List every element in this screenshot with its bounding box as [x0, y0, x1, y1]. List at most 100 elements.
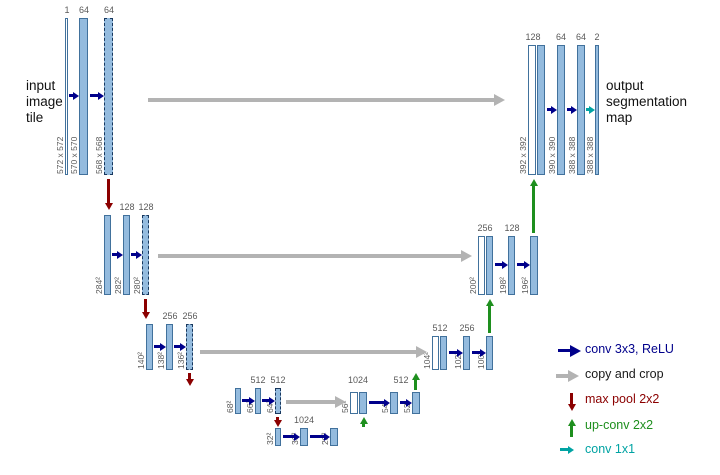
channel-count-label: 2 [594, 32, 600, 42]
channel-count-label: 256 [182, 311, 198, 321]
feature-bar [146, 324, 153, 370]
feature-bar [486, 336, 493, 370]
feature-bar [463, 336, 470, 370]
cropped-feature-bar [142, 215, 149, 295]
feature-bar [412, 392, 420, 414]
map-size-label: 392 x 392 [518, 136, 528, 174]
map-size-label: 136² [176, 351, 186, 369]
input-caption: input image tile [26, 78, 63, 125]
cropped-feature-bar [104, 18, 113, 175]
conv1x1-arrow [586, 108, 589, 111]
legend-max-pool-arrow-icon [570, 393, 573, 404]
map-size-label: 572 x 572 [55, 136, 65, 174]
conv-arrow [131, 253, 136, 256]
legend-conv1x1-arrow-icon [560, 448, 568, 451]
max-pool-arrow [144, 299, 147, 312]
channel-count-label: 64 [555, 32, 566, 42]
copied-feature-bar [478, 236, 485, 295]
conv-arrow [310, 435, 324, 438]
channel-count-label: 512 [270, 375, 286, 385]
map-size-label: 198² [498, 276, 508, 294]
feature-bar [486, 236, 493, 295]
up-conv-arrow [488, 306, 491, 333]
copied-feature-bar [432, 336, 439, 370]
map-size-label: 196² [520, 276, 530, 294]
map-size-label: 280² [132, 276, 142, 294]
conv-arrow [69, 94, 73, 97]
legend-conv-arrow-icon [558, 349, 570, 352]
feature-bar [104, 215, 111, 295]
feature-bar [166, 324, 173, 370]
max-pool-arrow [276, 417, 279, 420]
feature-bar [300, 428, 308, 446]
feature-bar [557, 45, 565, 175]
map-size-label: 282² [113, 276, 123, 294]
conv-arrow [449, 351, 457, 354]
channel-count-label: 64 [103, 5, 114, 15]
conv-arrow [112, 253, 117, 256]
copied-feature-bar [528, 45, 536, 175]
feature-bar [508, 236, 515, 295]
legend-label: conv 3x3, ReLU [585, 342, 674, 356]
legend-up-conv-arrow-icon [570, 426, 573, 437]
channel-count-label: 512 [250, 375, 266, 385]
legend-label: conv 1x1 [585, 442, 636, 456]
legend-label: copy and crop [585, 367, 664, 381]
map-size-label: 568 x 568 [94, 136, 104, 174]
channel-count-label: 64 [575, 32, 586, 42]
map-size-label: 68² [225, 400, 235, 413]
conv-arrow [283, 435, 294, 438]
conv-arrow [547, 108, 551, 111]
channel-count-label: 64 [78, 5, 89, 15]
channel-count-label: 1024 [293, 415, 315, 425]
feature-bar [255, 388, 261, 414]
legend-label: max pool 2x2 [585, 392, 660, 406]
feature-bar [330, 428, 338, 446]
feature-bar [359, 392, 367, 414]
map-size-label: 32² [265, 432, 275, 445]
channel-count-label: 512 [432, 323, 448, 333]
feature-bar [530, 236, 538, 295]
feature-bar [123, 215, 130, 295]
feature-bar [440, 336, 447, 370]
channel-count-label: 128 [138, 202, 154, 212]
copy-arrow [286, 400, 335, 404]
feature-bar [79, 18, 88, 175]
channel-count-label: 1 [64, 5, 70, 15]
max-pool-arrow [107, 179, 110, 203]
output-caption: output segmentation map [606, 78, 688, 125]
cropped-feature-bar [275, 388, 281, 414]
map-size-label: 284² [94, 276, 104, 294]
output-bar [595, 45, 599, 175]
feature-bar [235, 388, 241, 414]
map-size-label: 388 x 388 [585, 136, 595, 174]
map-size-label: 200² [468, 276, 478, 294]
conv-arrow [400, 401, 406, 404]
conv-arrow [242, 399, 249, 402]
up-conv-arrow [362, 424, 365, 427]
map-size-label: 388 x 388 [567, 136, 577, 174]
conv-arrow [517, 263, 524, 266]
map-size-label: 570 x 570 [69, 136, 79, 174]
feature-bar [275, 428, 281, 446]
feature-bar [390, 392, 398, 414]
channel-count-label: 128 [119, 202, 135, 212]
max-pool-arrow [188, 373, 191, 379]
channel-count-label: 128 [525, 32, 541, 42]
channel-count-label: 512 [393, 375, 409, 385]
channel-count-label: 256 [477, 223, 493, 233]
up-conv-arrow [414, 380, 417, 390]
copy-arrow [158, 254, 461, 258]
channel-count-label: 256 [459, 323, 475, 333]
conv-arrow [369, 401, 384, 404]
copied-feature-bar [350, 392, 358, 414]
conv-arrow [567, 108, 571, 111]
conv-arrow [472, 351, 480, 354]
channel-count-label: 1024 [347, 375, 369, 385]
conv-arrow [154, 345, 160, 348]
copy-arrow [200, 350, 416, 354]
input-bar [65, 18, 68, 175]
channel-count-label: 256 [162, 311, 178, 321]
feature-bar [577, 45, 585, 175]
